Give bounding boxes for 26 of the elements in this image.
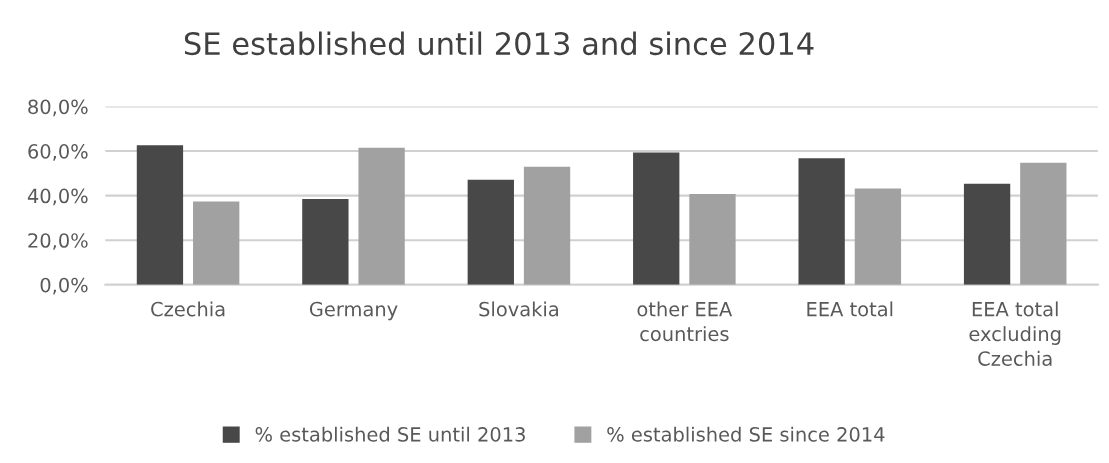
y-tick-label: 0,0% xyxy=(40,277,88,295)
bar xyxy=(689,194,736,285)
legend-label: % established SE since 2014 xyxy=(607,426,885,442)
bar xyxy=(633,152,680,285)
bar xyxy=(523,166,571,285)
bar xyxy=(798,158,845,285)
bar xyxy=(302,198,349,285)
bar xyxy=(193,201,240,285)
x-tick-label: Czechia xyxy=(151,301,225,317)
bar xyxy=(1020,162,1067,285)
bar xyxy=(854,188,902,285)
x-tick-label: Germany xyxy=(309,301,398,321)
x-tick-label: EEA total excluding Czechia xyxy=(969,301,1061,366)
y-tick-label: 20,0% xyxy=(28,233,88,250)
legend-label: % established SE until 2013 xyxy=(255,426,525,442)
y-tick-label: 60,0% xyxy=(28,144,88,161)
y-tick-label: 40,0% xyxy=(27,188,88,206)
bar xyxy=(358,147,405,285)
y-tick-label: 80,0% xyxy=(28,99,88,117)
x-tick-label: other EEA countries xyxy=(637,301,733,342)
x-tick-label: EEA total xyxy=(807,301,893,317)
bar xyxy=(963,183,1011,285)
x-tick-label: Slovakia xyxy=(479,301,558,317)
bar xyxy=(467,179,514,285)
bar xyxy=(136,145,184,285)
chart-title: SE established until 2013 and since 2014 xyxy=(184,31,814,56)
